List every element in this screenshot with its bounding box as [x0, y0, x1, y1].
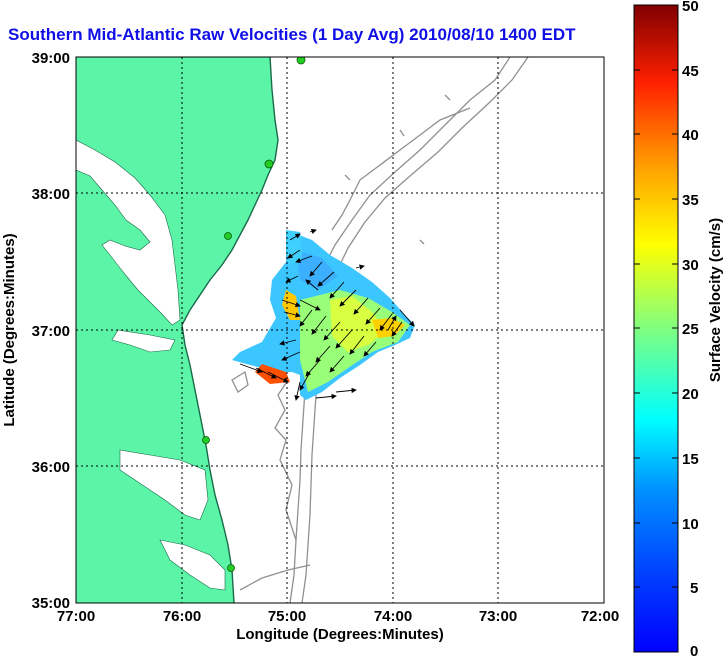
- y-tick-label: 35:00: [32, 595, 70, 612]
- map-grid: [76, 57, 604, 603]
- y-tick-label: 37:00: [32, 323, 70, 340]
- colorbar-tick-label: 0: [690, 643, 698, 659]
- colorbar-tick-label: 15: [682, 451, 699, 468]
- chesapeake-bay: [76, 139, 226, 591]
- plot-frame: [75, 56, 605, 604]
- x-axis-label: Longitude (Degrees:Minutes): [236, 626, 444, 643]
- y-tick-label: 39:00: [32, 50, 70, 67]
- y-tick-label: 38:00: [32, 186, 70, 203]
- colorbar-scale: [633, 4, 679, 653]
- colorbar: 50 45 40 35 30 25 20 15 10 5 0 Surface V…: [633, 0, 724, 659]
- velocity-vectors: [239, 228, 415, 401]
- colorbar-tick-label: 40: [682, 127, 699, 144]
- y-tick-label: 36:00: [32, 459, 70, 476]
- colorbar-ticks: [634, 4, 678, 588]
- x-axis-ticks: 77:00 76:00 75:00 74:00 73:00 72:00: [57, 608, 619, 625]
- colorbar-tick-label: 20: [682, 386, 699, 403]
- colorbar-tick-label: 45: [682, 63, 699, 80]
- station-marker: [264, 159, 274, 169]
- x-tick-label: 76:00: [163, 608, 201, 625]
- station-marker: [202, 436, 210, 444]
- colorbar-tick-label: 10: [682, 516, 699, 533]
- radar-stations: [202, 57, 306, 572]
- map-plot-area: [76, 57, 604, 603]
- map-title: Southern Mid-Atlantic Raw Velocities (1 …: [8, 25, 576, 44]
- colorbar-tick-label: 30: [682, 257, 699, 274]
- station-marker: [227, 564, 235, 572]
- y-axis-label: Latitude (Degrees:Minutes): [1, 233, 18, 426]
- colorbar-label: Surface Velocity (cm/s): [707, 218, 724, 382]
- station-marker: [296, 57, 306, 65]
- y-axis-ticks: 39:00 38:00 37:00 36:00 35:00: [32, 50, 70, 612]
- x-tick-label: 73:00: [479, 608, 517, 625]
- colorbar-tick-label: 50: [682, 0, 699, 15]
- x-tick-label: 72:00: [581, 608, 619, 625]
- x-tick-label: 74:00: [374, 608, 412, 625]
- x-tick-label: 77:00: [57, 608, 95, 625]
- colorbar-tick-label: 35: [682, 192, 699, 209]
- station-marker: [224, 232, 232, 240]
- colorbar-tick-label: 5: [690, 580, 698, 597]
- colorbar-tick-label: 25: [682, 321, 699, 338]
- x-tick-label: 75:00: [268, 608, 306, 625]
